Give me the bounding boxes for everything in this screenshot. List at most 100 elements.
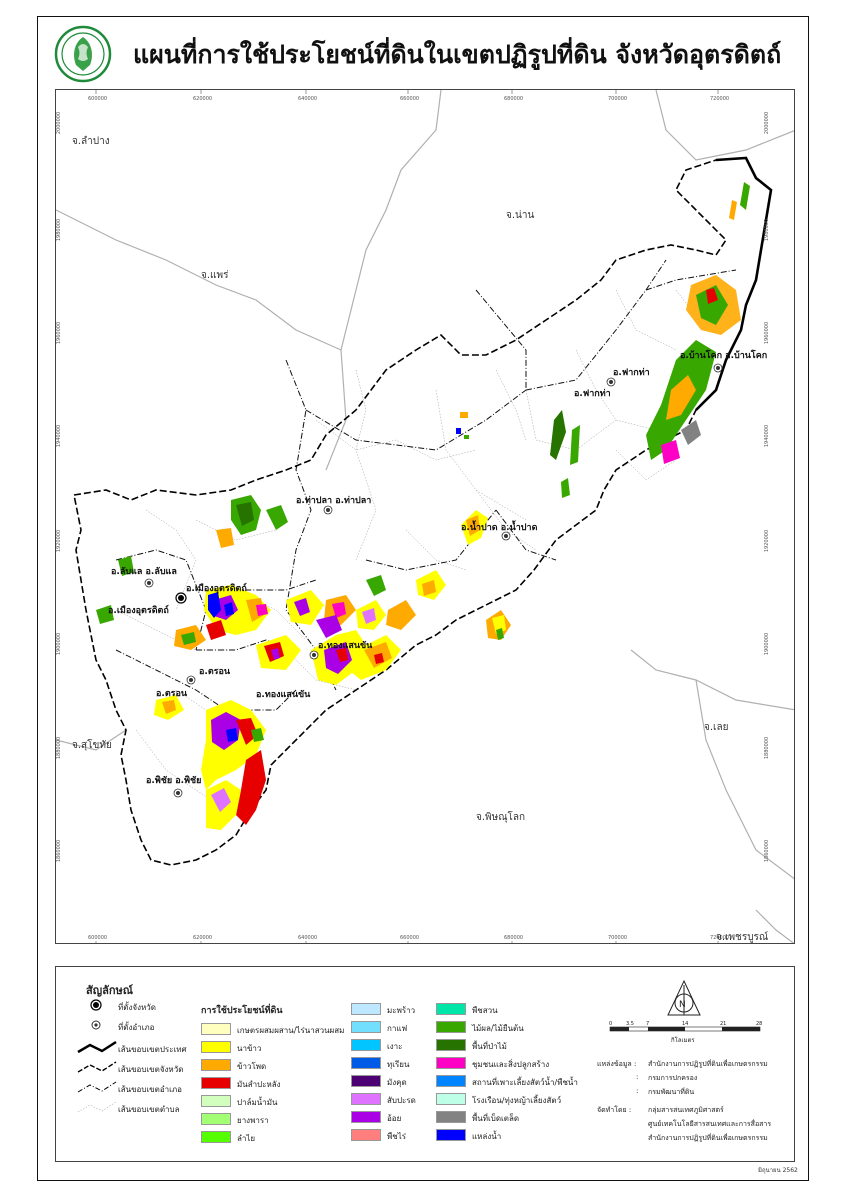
legend-province-border: เส้นขอบเขตจังหวัด	[118, 1065, 184, 1074]
x-tick-label: 640000	[298, 935, 318, 941]
scale-bar	[609, 1026, 761, 1032]
landuse-label: ยางพารา	[237, 1116, 269, 1125]
source-item: กรมการปกครอง	[648, 1074, 698, 1082]
landuse-label: พืชไร่	[387, 1132, 407, 1141]
source-item: กรมพัฒนาที่ดิน	[648, 1088, 695, 1096]
map-title: แผนที่การใช้ประโยชน์ที่ดินในเขตปฏิรูปที่…	[133, 40, 782, 69]
x-tick-label: 700000	[608, 96, 628, 102]
province-label-lampang: จ.ลำปาง	[72, 136, 110, 147]
district-label-thong-saen-khan: อ.ทองแสนขัน	[318, 641, 373, 651]
landuse-swatch	[351, 1111, 381, 1123]
producer-item: ศูนย์เทคโนโลยีสารสนเทศและการสื่อสาร	[648, 1120, 772, 1128]
legend-district-seat: ที่ตั้งอำเภอ	[118, 1023, 155, 1032]
y-tick-label: 1940000	[56, 424, 63, 448]
legend-tambon-border: เส้นขอบเขตตำบล	[118, 1105, 180, 1114]
landuse-swatch	[436, 1075, 466, 1087]
y-tick-label: 2000000	[764, 111, 771, 135]
x-tick-label: 700000	[608, 935, 628, 941]
district-label-nam-pat: อ.น้ำปาด อ.น้ำปาด	[461, 523, 538, 533]
scale-tick: 7	[646, 1021, 650, 1027]
landuse-label: มังคุด	[387, 1078, 407, 1087]
producer-item: สำนักงานการปฏิรูปที่ดินเพื่อเกษตรกรรม	[648, 1134, 768, 1142]
scale-tick: 3.5	[626, 1021, 634, 1027]
landuse-swatch	[436, 1093, 466, 1105]
map-svg	[56, 90, 794, 943]
x-tick-label: 720000	[710, 96, 730, 102]
landuse-label: พื้นที่ป่าไม้	[472, 1042, 507, 1051]
district-label-fak-tha: อ.ฟากท่า	[613, 368, 650, 378]
map-area[interactable]: 600000 620000 640000 660000 680000 70000…	[55, 89, 795, 944]
district-label-phichai: อ.พิชัย อ.พิชัย	[146, 776, 202, 786]
landuse-label: ทุเรียน	[387, 1060, 410, 1069]
landuse-swatch	[351, 1003, 381, 1015]
y-tick-label: 1880000	[764, 736, 771, 760]
district-label-mueang: อ.เมืองอุตรดิตถ์	[186, 584, 247, 594]
legend-district-border: เส้นขอบเขตอำเภอ	[118, 1085, 182, 1094]
province-boundary	[73, 157, 772, 866]
landuse-label: สถานที่เพาะเลี้ยงสัตว์น้ำ/พืชน้ำ	[472, 1078, 578, 1087]
province-label-phitsanulok: จ.พิษณุโลก	[476, 812, 526, 823]
y-tick-label: 1880000	[56, 736, 63, 760]
source-label: แหล่งข้อมูล :	[597, 1060, 637, 1068]
scale-tick: 14	[682, 1021, 689, 1027]
landuse-swatch	[436, 1057, 466, 1069]
landuse-label: แหล่งน้ำ	[472, 1132, 502, 1141]
source-item: สำนักงานการปฏิรูปที่ดินเพื่อเกษตรกรรม	[648, 1060, 768, 1068]
y-tick-label: 1940000	[764, 424, 771, 448]
scale-tick: 28	[756, 1021, 763, 1027]
landuse-swatch	[436, 1021, 466, 1033]
province-label-phrae: จ.แพร่	[201, 270, 229, 281]
landuse-label: สับปะรด	[387, 1096, 416, 1105]
landuse-label: มะพร้าว	[387, 1006, 416, 1015]
landuse-label: นาข้าว	[237, 1044, 262, 1053]
legend-province-seat: ที่ตั้งจังหวัด	[118, 1003, 156, 1012]
landuse-swatch	[201, 1059, 231, 1071]
landuse-swatch	[351, 1039, 381, 1051]
landuse-label: เงาะ	[387, 1042, 403, 1051]
x-tick-label: 660000	[400, 96, 420, 102]
legend-title: สัญลักษณ์	[86, 984, 133, 997]
landuse-swatch	[201, 1041, 231, 1053]
y-tick-label: 1960000	[764, 321, 771, 345]
landuse-swatch	[351, 1021, 381, 1033]
landuse-swatch	[351, 1057, 381, 1069]
y-tick-label: 1920000	[56, 529, 63, 553]
x-tick-label: 720000	[710, 935, 730, 941]
landuse-swatch	[436, 1003, 466, 1015]
district-label-fak-tha-2: อ.ฟากท่า	[574, 389, 611, 399]
district-label-mueang-2: อ.เมืองอุตรดิตถ์	[108, 606, 169, 616]
x-tick-label: 640000	[298, 96, 318, 102]
province-label-loei: จ.เลย	[704, 722, 729, 733]
scale-tick: 0	[609, 1021, 613, 1027]
landuse-label: เกษตรผสมผสาน/ไร่นาสวนผสม	[237, 1026, 345, 1035]
province-label-nan: จ.น่าน	[506, 210, 535, 221]
landuse-label: ลำไย	[237, 1134, 256, 1143]
landuse-legend-title: การใช้ประโยชน์ที่ดิน	[201, 1006, 283, 1016]
district-label-tha-pla: อ.ท่าปลา อ.ท่าปลา	[296, 496, 372, 506]
landuse-label: พื้นที่เบ็ดเตล็ด	[472, 1114, 520, 1123]
map-sheet-frame	[37, 16, 809, 1181]
source-colon: :	[636, 1087, 639, 1095]
legend-symbol-graphics	[77, 999, 117, 1113]
district-label-tron: อ.ตรอน	[199, 667, 231, 677]
x-tick-label: 620000	[193, 935, 213, 941]
y-tick-label: 1920000	[764, 529, 771, 553]
x-tick-label: 600000	[88, 96, 108, 102]
landuse-label: ปาล์มน้ำมัน	[237, 1098, 278, 1107]
landuse-swatch	[351, 1093, 381, 1105]
producer-item: กลุ่มสารสนเทศภูมิศาสตร์	[648, 1106, 724, 1114]
scale-tick: 21	[720, 1021, 727, 1027]
district-label-ban-khok: อ.บ้านโคก อ.บ้านโคก	[680, 351, 768, 361]
x-tick-label: 600000	[88, 935, 108, 941]
landuse-swatch	[201, 1077, 231, 1089]
district-label-tron-2: อ.ตรอน	[156, 689, 188, 699]
province-seat-marker	[175, 592, 187, 604]
y-tick-label: 1980000	[764, 218, 771, 242]
scale-unit: กิโลเมตร	[671, 1037, 695, 1044]
landuse-swatch	[436, 1129, 466, 1141]
legend-country-border: เส้นขอบเขตประเทศ	[118, 1045, 187, 1054]
y-tick-label: 1980000	[56, 218, 63, 242]
y-tick-label: 1860000	[56, 839, 63, 863]
y-tick-label: 1900000	[764, 632, 771, 656]
producer-label: จัดทำโดย :	[597, 1106, 632, 1114]
